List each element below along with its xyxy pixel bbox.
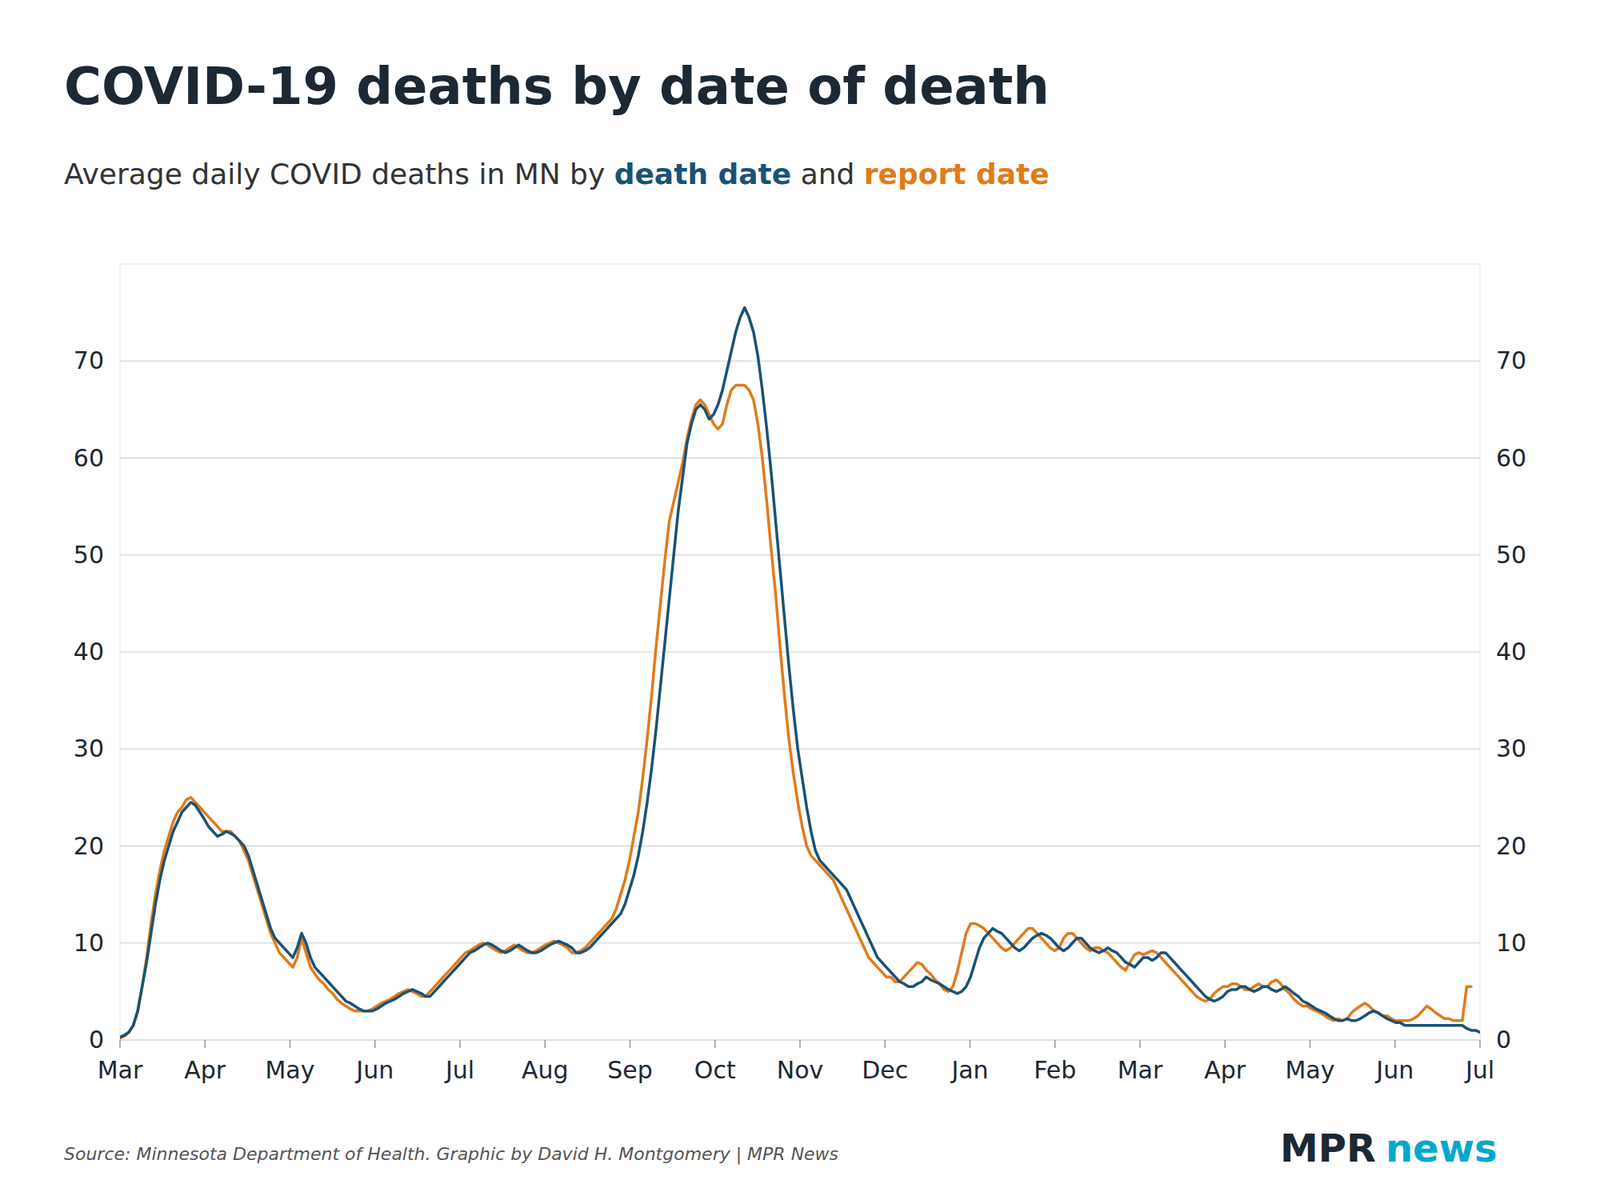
x-tick — [629, 1040, 632, 1048]
grid-line — [120, 360, 1480, 362]
legend-entry: death date — [614, 157, 792, 191]
y-tick-label: 10 — [73, 928, 104, 957]
grid-line — [120, 652, 1480, 653]
x-tick-label: Apr — [184, 1056, 227, 1084]
x-tick-label: Oct — [694, 1056, 736, 1084]
y-tick-label-right: 0 — [1496, 1025, 1512, 1054]
legend-entry: report date — [864, 157, 1050, 191]
x-tick — [1139, 1040, 1141, 1048]
y-tick-label: 40 — [73, 637, 104, 666]
y-tick-label: 70 — [73, 346, 104, 375]
x-tick-label: Jul — [444, 1056, 475, 1084]
x-tick — [374, 1040, 376, 1048]
x-tick — [969, 1040, 972, 1048]
x-tick — [1224, 1040, 1227, 1048]
x-tick-label: Mar — [1117, 1056, 1164, 1084]
logo-part: news — [1385, 1125, 1498, 1171]
x-tick — [1479, 1040, 1481, 1048]
series-line — [120, 308, 1480, 1038]
y-tick-label-right: 60 — [1496, 444, 1527, 472]
y-tick-label: 30 — [73, 734, 104, 763]
x-tick — [289, 1040, 292, 1048]
y-tick-label-right: 40 — [1496, 637, 1527, 666]
x-tick-label: May — [264, 1056, 315, 1084]
grid-line — [120, 457, 1480, 459]
logo: MPRnews — [1280, 1125, 1498, 1171]
y-tick-label-right: 70 — [1496, 346, 1527, 375]
y-tick-label-right: 20 — [1496, 832, 1527, 860]
source-note: Source: Minnesota Department of Health. … — [64, 1144, 839, 1165]
x-tick-label: Aug — [521, 1056, 569, 1084]
plot-lines — [120, 308, 1480, 1039]
x-tick-label: Mar — [97, 1056, 144, 1084]
grid-line — [120, 748, 1480, 750]
y-tick-label-right: 30 — [1496, 734, 1527, 763]
x-tick-label: May — [1284, 1056, 1335, 1084]
x-tick — [714, 1040, 716, 1048]
x-tick-label: Dec — [861, 1056, 908, 1084]
x-tick — [544, 1040, 547, 1048]
x-tick — [119, 1040, 121, 1048]
x-tick-label: Sep — [607, 1056, 653, 1084]
y-tick-label: 50 — [73, 540, 104, 569]
background — [0, 0, 1600, 1200]
x-tick — [884, 1040, 887, 1048]
x-tick-label: Nov — [776, 1056, 824, 1084]
x-tick — [799, 1040, 801, 1048]
grid-line — [120, 845, 1480, 847]
x-tick — [1309, 1040, 1312, 1048]
x-tick — [1394, 1040, 1396, 1048]
x-tick-label: Apr — [1204, 1056, 1247, 1084]
subtitle-part: and — [791, 157, 864, 191]
x-tick-label: Jun — [1374, 1056, 1414, 1084]
grid-line — [120, 554, 1480, 556]
y-tick-label-right: 50 — [1496, 540, 1527, 569]
grid-line — [120, 942, 1480, 944]
x-tick-label: Jul — [1464, 1056, 1495, 1084]
y-tick-label-right: 10 — [1496, 928, 1527, 957]
x-tick-label: Jun — [354, 1056, 394, 1084]
chart: COVID-19 deaths by date of death Average … — [0, 0, 1600, 1200]
x-tick — [1054, 1040, 1056, 1048]
y-tick-label: 60 — [73, 444, 104, 472]
plot-frame — [120, 264, 1480, 1040]
series-line — [120, 385, 1472, 1039]
x-tick — [459, 1040, 461, 1048]
x-tick — [204, 1040, 207, 1048]
subtitle: Average daily COVID deaths in MN by deat… — [64, 157, 1050, 191]
y-tick-label: 20 — [73, 832, 104, 860]
logo-part: MPR — [1280, 1125, 1376, 1171]
title: COVID-19 deaths by date of death — [64, 56, 1050, 116]
subtitle-part: Average daily COVID deaths in MN by — [64, 157, 615, 191]
y-tick-label: 0 — [88, 1025, 104, 1054]
x-tick-label: Jan — [949, 1056, 988, 1084]
x-tick-label: Feb — [1033, 1056, 1076, 1084]
